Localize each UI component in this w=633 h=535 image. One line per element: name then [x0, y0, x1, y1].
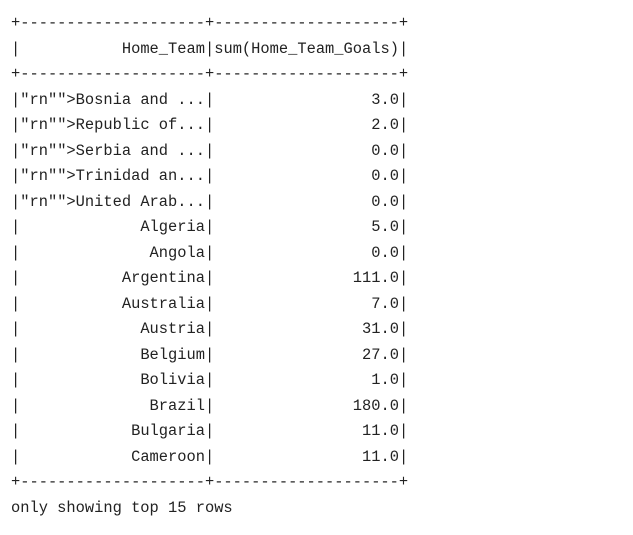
cell-goals: 180.0 — [214, 396, 399, 415]
cell-home-team: "rn"">Trinidad an... — [20, 167, 205, 185]
table-row: |"rn"">Bosnia and ...| 3.0| — [11, 90, 409, 109]
footer-note: only showing top 15 rows — [11, 498, 233, 517]
table-row: |"rn"">Republic of...| 2.0| — [11, 116, 409, 134]
cell-goals: 31.0 — [214, 320, 399, 338]
table-row: | Angola| 0.0| — [11, 243, 409, 262]
cell-home-team: "rn"">Serbia and ... — [20, 141, 205, 160]
table-row: |"rn"">United Arab...| 0.0| — [11, 192, 409, 211]
table-row: | Belgium| 27.0| — [11, 345, 409, 364]
cell-goals: 5.0 — [214, 218, 399, 236]
cell-goals: 11.0 — [214, 422, 399, 440]
cell-home-team: Argentina — [20, 269, 205, 287]
cell-goals: 7.0 — [214, 294, 399, 313]
cell-home-team: Brazil — [20, 396, 205, 415]
table-row: | Argentina| 111.0| — [11, 269, 409, 287]
cell-goals: 0.0 — [214, 192, 399, 211]
table-row: | Australia| 7.0| — [11, 294, 409, 313]
cell-home-team: "rn"">Bosnia and ... — [20, 90, 205, 109]
cell-home-team: "rn"">United Arab... — [20, 192, 205, 211]
table-row: |"rn"">Serbia and ...| 0.0| — [11, 141, 409, 160]
cell-home-team: Australia — [20, 294, 205, 313]
table-border-header: +--------------------+------------------… — [11, 65, 409, 83]
table-border-bottom: +--------------------+------------------… — [11, 473, 409, 491]
cell-goals: 3.0 — [214, 90, 399, 109]
table-row: |"rn"">Trinidad an...| 0.0| — [11, 167, 409, 185]
cell-goals: 1.0 — [214, 371, 399, 389]
table-row: | Brazil| 180.0| — [11, 396, 409, 415]
cell-goals: 27.0 — [214, 345, 399, 364]
cell-goals: 111.0 — [214, 269, 399, 287]
cell-home-team: Bolivia — [20, 371, 205, 389]
cell-home-team: Belgium — [20, 345, 205, 364]
cell-goals: 0.0 — [214, 141, 399, 160]
cell-home-team: Angola — [20, 243, 205, 262]
cell-home-team: Algeria — [20, 218, 205, 236]
cell-home-team: "rn"">Republic of... — [20, 116, 205, 134]
cell-goals: 2.0 — [214, 116, 399, 134]
table-body: |"rn"">Bosnia and ...| 3.0| |"rn"">Republ… — [11, 88, 408, 471]
table-header-row: | Home_Team|sum(Home_Team_Goals)| — [11, 39, 409, 58]
header-sum-goals: sum(Home_Team_Goals) — [214, 39, 399, 58]
cell-home-team: Cameroon — [20, 447, 205, 466]
table-row: | Bulgaria| 11.0| — [11, 422, 409, 440]
cell-goals: 0.0 — [214, 243, 399, 262]
header-home-team: Home_Team — [20, 39, 205, 58]
table-row: | Bolivia| 1.0| — [11, 371, 409, 389]
cell-home-team: Bulgaria — [20, 422, 205, 440]
table-border-top: +--------------------+------------------… — [11, 14, 409, 32]
table-row: | Austria| 31.0| — [11, 320, 409, 338]
table-row: | Cameroon| 11.0| — [11, 447, 409, 466]
cell-home-team: Austria — [20, 320, 205, 338]
cell-goals: 11.0 — [214, 447, 399, 466]
cell-goals: 0.0 — [214, 167, 399, 185]
table-row: | Algeria| 5.0| — [11, 218, 409, 236]
console-output: +--------------------+------------------… — [11, 11, 408, 521]
